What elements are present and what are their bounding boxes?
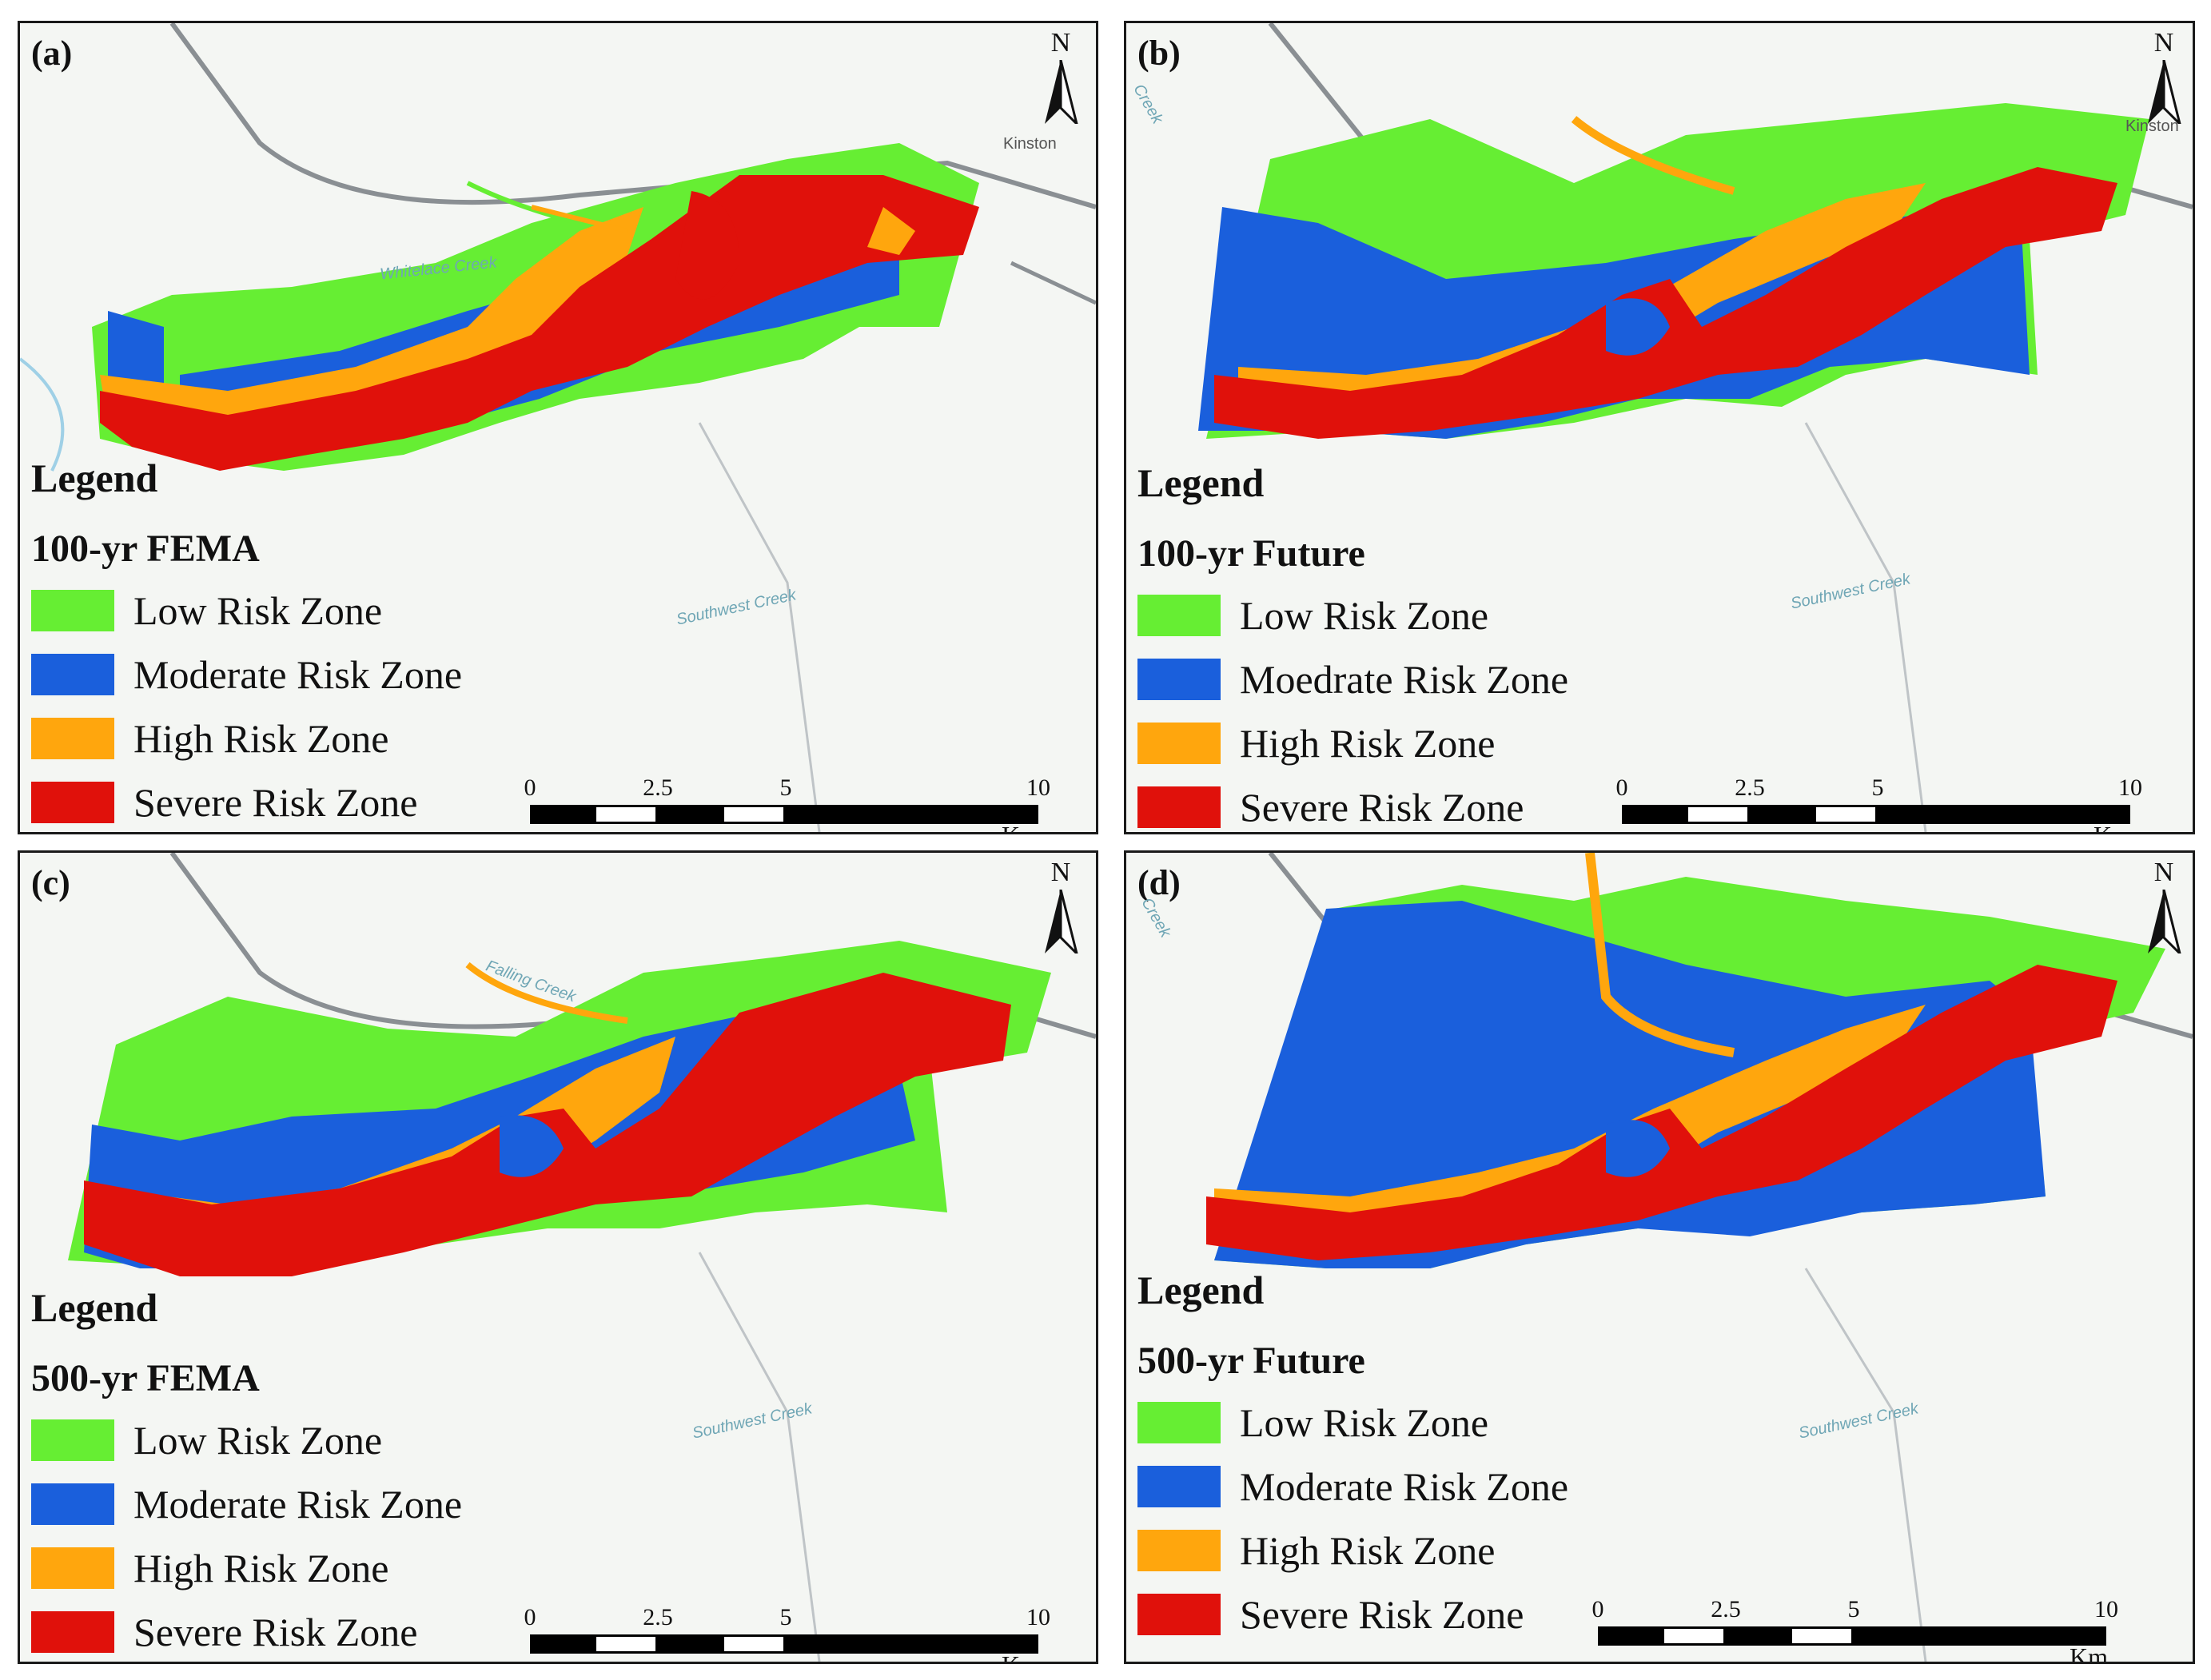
- panel-c: (c) Falling Creek Southwest Creek N Lege…: [18, 850, 1098, 1664]
- town-label: Kinston: [1003, 135, 1057, 153]
- high-risk-zone: [1238, 183, 1926, 415]
- north-arrow: N: [1037, 858, 1085, 953]
- north-arrow-icon: [1045, 60, 1078, 124]
- north-arrow-icon: [2148, 890, 2181, 953]
- legend-title: Legend: [1137, 460, 1265, 505]
- scenario-title: 100-yr FEMA: [31, 527, 260, 570]
- moderate-swatch: [31, 654, 114, 695]
- map-d: [1126, 853, 2193, 1662]
- legend-item-moderate: Moderate Risk Zone: [31, 651, 462, 699]
- moderate-swatch: [1137, 1466, 1221, 1507]
- legend-item-low: Low Risk Zone: [31, 1416, 462, 1464]
- scale-bar: 0 2.5 5 10 Km: [1592, 1596, 2119, 1664]
- severe-risk-zone: [1214, 167, 2117, 439]
- high-risk-zone: [100, 207, 643, 455]
- legend-item-severe: Severe Risk Zone: [31, 1608, 462, 1656]
- high-swatch: [1137, 1530, 1221, 1571]
- legend-item-high: High Risk Zone: [31, 1544, 462, 1592]
- panel-a: (a) Kinston Whitelace Creek Southwest Cr…: [18, 21, 1098, 834]
- scale-bar: 0 2.5 5 10 Km: [522, 774, 1051, 832]
- legend: Legend 500-yr Future Low Risk Zone Moder…: [1137, 1267, 1568, 1638]
- low-swatch: [31, 1419, 114, 1461]
- north-arrow-icon: [1045, 890, 1078, 953]
- moderate-risk-zone: [1214, 901, 2046, 1268]
- severe-risk-zone: [84, 973, 1011, 1276]
- legend-item-high: High Risk Zone: [31, 715, 462, 762]
- severe-swatch: [31, 1611, 114, 1653]
- legend-item-severe: Severe Risk Zone: [1137, 1590, 1568, 1638]
- panel-label: (b): [1137, 34, 1181, 73]
- low-swatch: [1137, 1402, 1221, 1443]
- moderate-swatch: [31, 1483, 114, 1525]
- legend-item-low: Low Risk Zone: [1137, 1399, 1568, 1447]
- legend: Legend 500-yr FEMA Low Risk Zone Moderat…: [31, 1284, 462, 1656]
- legend-item-high: High Risk Zone: [1137, 719, 1568, 767]
- high-swatch: [31, 718, 114, 759]
- legend: Legend 100-yr FEMA Low Risk Zone Moderat…: [31, 455, 462, 826]
- panel-d: (d) Southwest Creek Creek N Legend 500-y…: [1124, 850, 2195, 1664]
- map-a: [20, 23, 1096, 832]
- north-arrow: N: [2140, 28, 2188, 124]
- scenario-title: 500-yr Future: [1137, 1340, 1365, 1382]
- legend-item-high: High Risk Zone: [1137, 1527, 1568, 1575]
- map-b: [1126, 23, 2193, 832]
- panel-label: (a): [31, 34, 73, 73]
- legend: Legend 100-yr Future Low Risk Zone Moedr…: [1137, 460, 1568, 831]
- legend-item-low: Low Risk Zone: [31, 587, 462, 635]
- high-swatch: [1137, 723, 1221, 764]
- moderate-swatch: [1137, 659, 1221, 700]
- legend-item-severe: Severe Risk Zone: [31, 778, 462, 826]
- legend-title: Legend: [31, 456, 158, 500]
- legend-title: Legend: [1137, 1268, 1265, 1312]
- panel-label: (c): [31, 863, 70, 902]
- severe-risk-zone: [1206, 965, 2117, 1260]
- low-swatch: [1137, 595, 1221, 636]
- severe-swatch: [1137, 1594, 1221, 1635]
- north-arrow-icon: [2148, 60, 2181, 124]
- legend-item-moderate: Moderate Risk Zone: [31, 1480, 462, 1528]
- panel-b: (b) Kinston Southwest Creek Creek N Lege…: [1124, 21, 2195, 834]
- low-swatch: [31, 590, 114, 631]
- legend-title: Legend: [31, 1285, 158, 1330]
- panel-label: (d): [1137, 863, 1181, 902]
- legend-item-moderate: Moedrate Risk Zone: [1137, 655, 1568, 703]
- north-arrow: N: [1037, 28, 1085, 124]
- scenario-title: 500-yr FEMA: [31, 1357, 260, 1399]
- legend-item-low: Low Risk Zone: [1137, 591, 1568, 639]
- high-swatch: [31, 1547, 114, 1589]
- scale-bar: 0 2.5 5 10 Km: [522, 1604, 1051, 1662]
- north-arrow: N: [2140, 858, 2188, 953]
- scenario-title: 100-yr Future: [1137, 532, 1365, 575]
- scale-bar: 0 2.5 5 10 Km: [1614, 774, 2143, 832]
- legend-item-severe: Severe Risk Zone: [1137, 783, 1568, 831]
- town-label: Kinston: [2125, 117, 2179, 135]
- severe-swatch: [31, 782, 114, 823]
- map-c: [20, 853, 1096, 1662]
- legend-item-moderate: Moderate Risk Zone: [1137, 1463, 1568, 1511]
- severe-swatch: [1137, 786, 1221, 828]
- severe-risk-zone: [100, 175, 979, 471]
